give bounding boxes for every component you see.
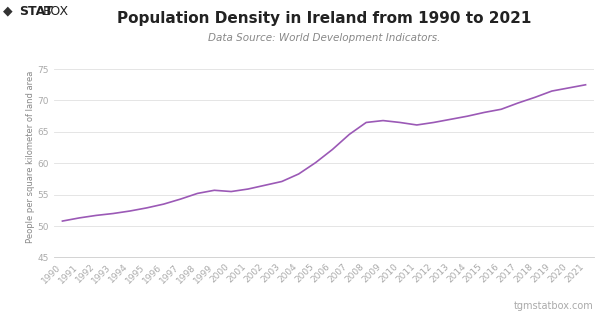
Text: BOX: BOX [43,5,70,18]
Y-axis label: People per square kilometer of land area: People per square kilometer of land area [26,71,35,243]
Text: Data Source: World Development Indicators.: Data Source: World Development Indicator… [208,33,440,43]
Text: ◆: ◆ [3,5,13,18]
Text: tgmstatbox.com: tgmstatbox.com [514,301,594,311]
Text: STAT: STAT [19,5,53,18]
Text: Population Density in Ireland from 1990 to 2021: Population Density in Ireland from 1990 … [117,11,531,26]
